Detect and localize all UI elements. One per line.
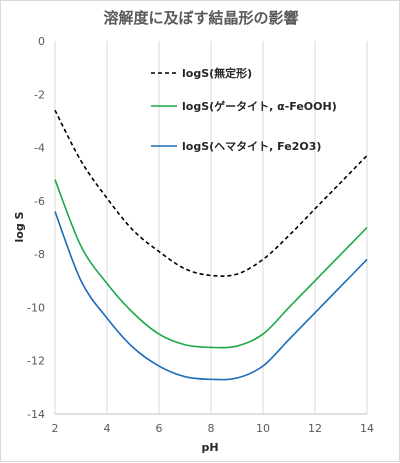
legend: logS(無定形) logS(ゲータイト, α-FeOOH) logS(ヘマタイト,… bbox=[151, 66, 337, 153]
y-tick-label: -8 bbox=[34, 248, 45, 261]
y-tick-label: -10 bbox=[27, 301, 45, 314]
series-layer bbox=[54, 109, 368, 381]
x-tick-label: 14 bbox=[360, 422, 374, 435]
y-tick-label: -12 bbox=[27, 355, 45, 368]
legend-label: logS(無定形) bbox=[182, 66, 252, 80]
y-tick-label: -2 bbox=[34, 88, 45, 101]
legend-label: logS(ゲータイト, α-FeOOH) bbox=[182, 99, 337, 113]
x-tick-label: 10 bbox=[256, 422, 270, 435]
x-tick-label: 6 bbox=[156, 422, 163, 435]
legend-label: logS(ヘマタイト, Fe2O3) bbox=[182, 140, 321, 153]
chart-title: 溶解度に及ぼす結晶形の影響 bbox=[103, 9, 298, 27]
y-tick-label: 0 bbox=[38, 35, 45, 48]
x-tick-label: 2 bbox=[52, 422, 59, 435]
axis-layer: 2 4 6 8 10 12 14 0 -2 -4 -6 -8 -10 -12 -14 bbox=[27, 35, 374, 435]
series-line-2 bbox=[54, 211, 368, 381]
x-tick-label: 4 bbox=[104, 422, 111, 435]
grid-layer bbox=[54, 41, 368, 414]
x-axis-label: pH bbox=[201, 441, 218, 454]
series-line-1 bbox=[54, 179, 368, 349]
y-tick-label: -6 bbox=[34, 195, 45, 208]
x-tick-label: 8 bbox=[208, 422, 215, 435]
y-tick-label: -4 bbox=[34, 142, 45, 155]
y-axis-label: log S bbox=[13, 211, 26, 242]
y-tick-label: -14 bbox=[27, 408, 45, 421]
series-line-0 bbox=[54, 109, 368, 277]
x-tick-label: 12 bbox=[308, 422, 322, 435]
